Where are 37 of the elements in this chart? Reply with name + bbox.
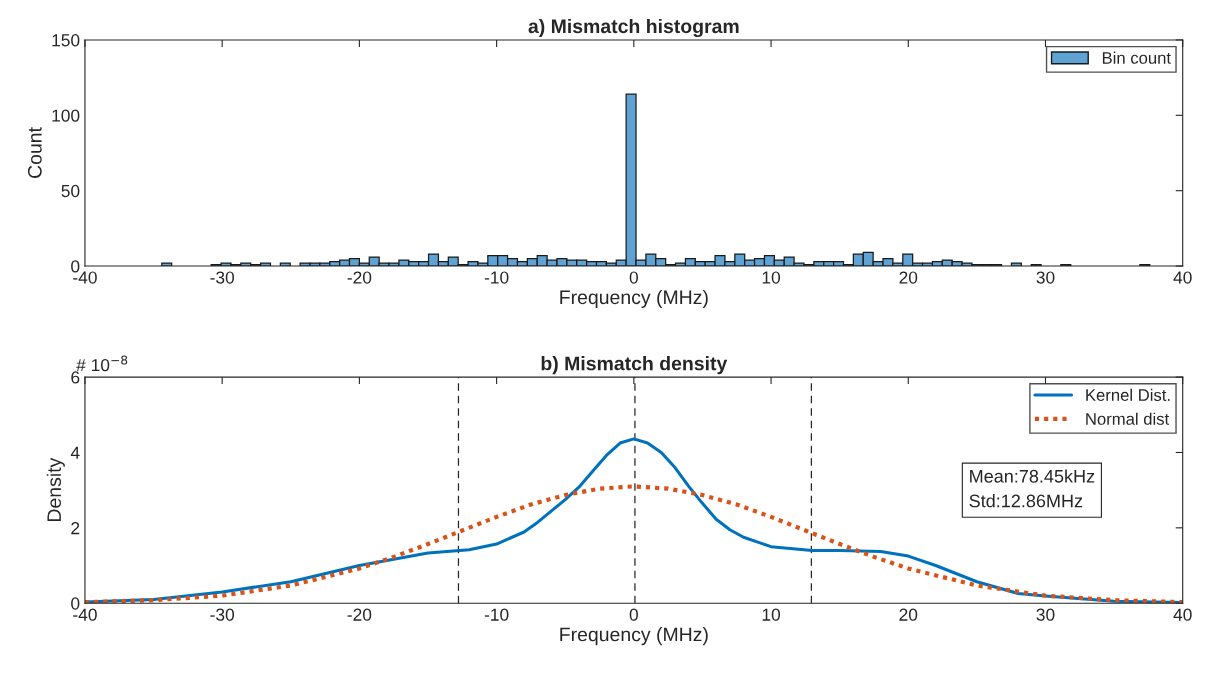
y-axis-title: Density (46, 457, 65, 521)
chart-title: a) Mismatch histogram (528, 18, 739, 38)
x-tick-label: 0 (629, 271, 638, 284)
y-tick-label: 0 (71, 597, 80, 610)
x-tick-label: -10 (484, 271, 509, 284)
annotation: Mean:78.45kHz Std:12.86MHz (969, 469, 1095, 508)
y-tick-label: 0 (71, 260, 80, 273)
x-tick-label: 0 (629, 608, 638, 621)
x-tick-label: -30 (210, 271, 235, 284)
x-tick-label: 40 (1173, 271, 1192, 284)
y-tick-label: 6 (71, 371, 80, 384)
x-tick-label: -40 (73, 271, 97, 284)
x-axis-title: Frequency (MHz) (560, 289, 708, 309)
x-tick-label: 20 (899, 608, 918, 621)
y-axis-title: Count (27, 127, 42, 178)
legend-label: Kernel Dist. (1086, 388, 1170, 401)
chart-title: b) Mismatch density (541, 356, 728, 375)
y-tick-label: 50 (61, 184, 80, 198)
x-tick-label: 30 (1036, 271, 1055, 284)
x-tick-label: 10 (762, 271, 781, 284)
text: # 10$^{−8}$ (76, 355, 128, 372)
x-tick-label: -30 (210, 608, 235, 621)
x-tick-label: 20 (899, 271, 918, 284)
x-axis-title: Frequency (MHz) (560, 627, 708, 646)
x-tick-label: 30 (1036, 608, 1055, 621)
y-tick-label: 150 (52, 34, 80, 47)
x-tick-label: -20 (347, 271, 372, 284)
legend-label: Bin count (1102, 51, 1171, 64)
y-tick-label: 4 (70, 446, 80, 459)
x-tick-label: 40 (1173, 608, 1192, 621)
x-tick-label: -40 (73, 608, 97, 621)
legend-label: Normal dist (1086, 412, 1170, 425)
x-tick-label: 10 (762, 608, 781, 621)
x-tick-label: -10 (484, 608, 509, 621)
y-tick-label: 100 (52, 109, 80, 122)
y-tick-label: 2 (71, 522, 80, 535)
x-tick-label: -20 (347, 608, 372, 621)
